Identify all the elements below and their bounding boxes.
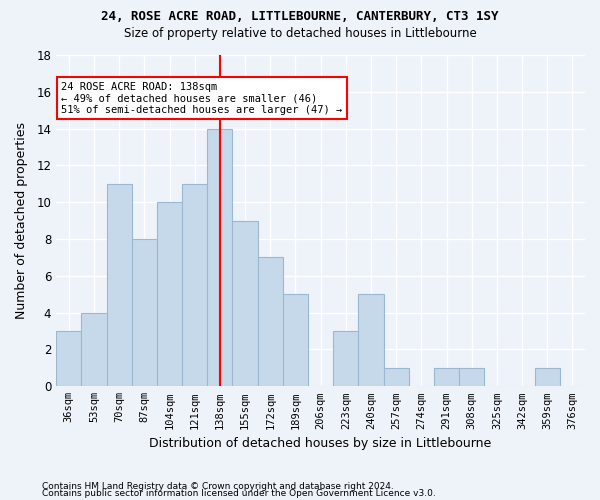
Text: 24 ROSE ACRE ROAD: 138sqm
← 49% of detached houses are smaller (46)
51% of semi-: 24 ROSE ACRE ROAD: 138sqm ← 49% of detac… — [61, 82, 343, 114]
Bar — [82, 312, 107, 386]
Text: Contains public sector information licensed under the Open Government Licence v3: Contains public sector information licen… — [42, 490, 436, 498]
Bar — [383, 368, 409, 386]
Bar — [207, 128, 232, 386]
Bar — [257, 258, 283, 386]
X-axis label: Distribution of detached houses by size in Littlebourne: Distribution of detached houses by size … — [149, 437, 492, 450]
Bar — [535, 368, 560, 386]
Text: Contains HM Land Registry data © Crown copyright and database right 2024.: Contains HM Land Registry data © Crown c… — [42, 482, 394, 491]
Bar — [56, 331, 82, 386]
Text: 24, ROSE ACRE ROAD, LITTLEBOURNE, CANTERBURY, CT3 1SY: 24, ROSE ACRE ROAD, LITTLEBOURNE, CANTER… — [101, 10, 499, 23]
Bar — [182, 184, 207, 386]
Bar — [107, 184, 132, 386]
Y-axis label: Number of detached properties: Number of detached properties — [15, 122, 28, 319]
Bar — [459, 368, 484, 386]
Bar — [434, 368, 459, 386]
Bar — [232, 220, 257, 386]
Bar — [157, 202, 182, 386]
Bar — [132, 239, 157, 386]
Text: Size of property relative to detached houses in Littlebourne: Size of property relative to detached ho… — [124, 28, 476, 40]
Bar — [283, 294, 308, 386]
Bar — [333, 331, 358, 386]
Bar — [358, 294, 383, 386]
